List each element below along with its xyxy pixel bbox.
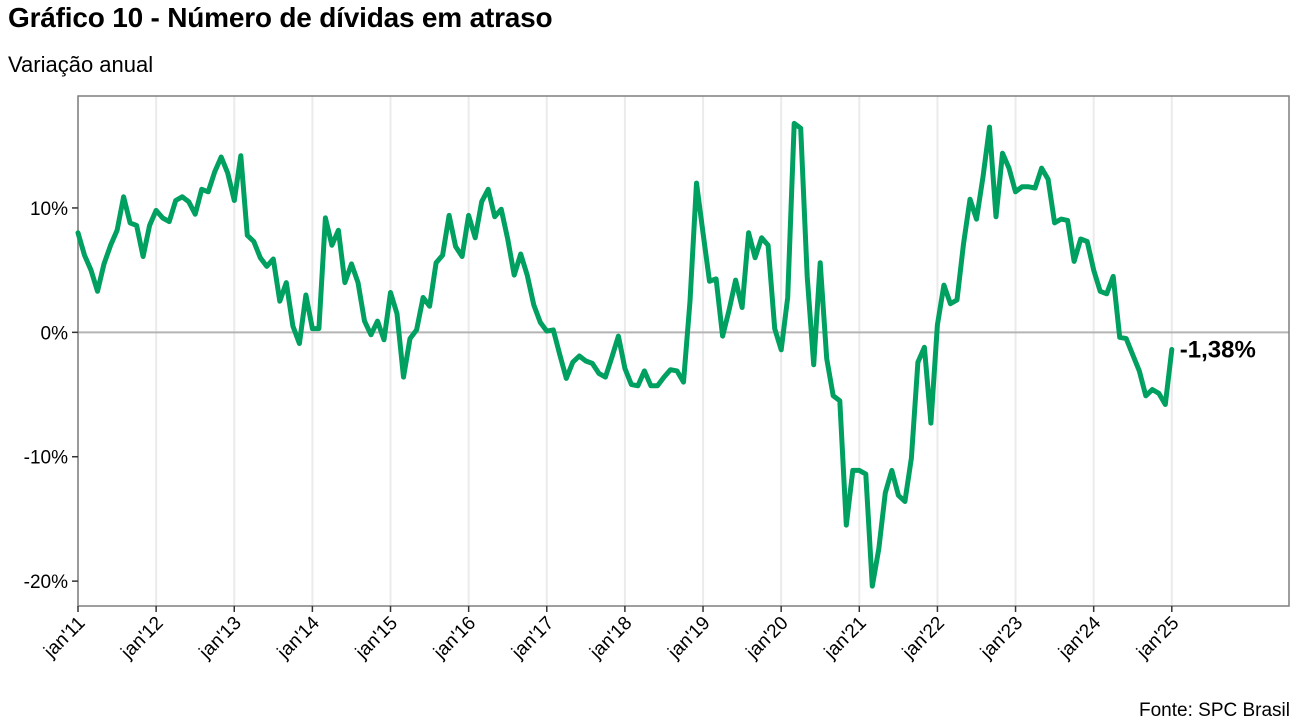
x-tick-label: jan'22 <box>898 613 949 664</box>
x-tick-label: jan'13 <box>195 613 246 664</box>
y-tick-label: 10% <box>30 199 68 220</box>
x-tick-label: jan'11 <box>40 613 90 663</box>
x-tick-label: jan'12 <box>117 613 168 664</box>
x-tick-label: jan'14 <box>273 612 324 663</box>
y-tick-label: -10% <box>24 448 68 469</box>
plot-frame <box>77 95 1290 607</box>
x-tick-label: jan'19 <box>664 613 715 664</box>
y-tick-label: 0% <box>41 323 69 344</box>
x-tick-label: jan'21 <box>820 613 871 664</box>
x-tick-label: jan'24 <box>1054 612 1105 663</box>
chart-title: Gráfico 10 - Número de dívidas em atraso <box>8 2 553 33</box>
x-tick-label: jan'23 <box>976 613 1027 664</box>
source-note: Fonte: SPC Brasil <box>1139 700 1290 721</box>
x-tick-label: jan'16 <box>429 613 480 664</box>
x-tick-label: jan'25 <box>1132 613 1183 664</box>
y-tick-label: -20% <box>24 572 68 593</box>
x-tick-label: jan'20 <box>742 613 793 664</box>
x-tick-label: jan'17 <box>507 613 558 664</box>
x-tick-label: jan'18 <box>585 613 636 664</box>
last-value-label: -1,38% <box>1180 337 1256 364</box>
x-tick-label: jan'15 <box>351 613 402 664</box>
series-line <box>75 120 1175 589</box>
chart-subtitle: Variação anual <box>8 52 154 77</box>
